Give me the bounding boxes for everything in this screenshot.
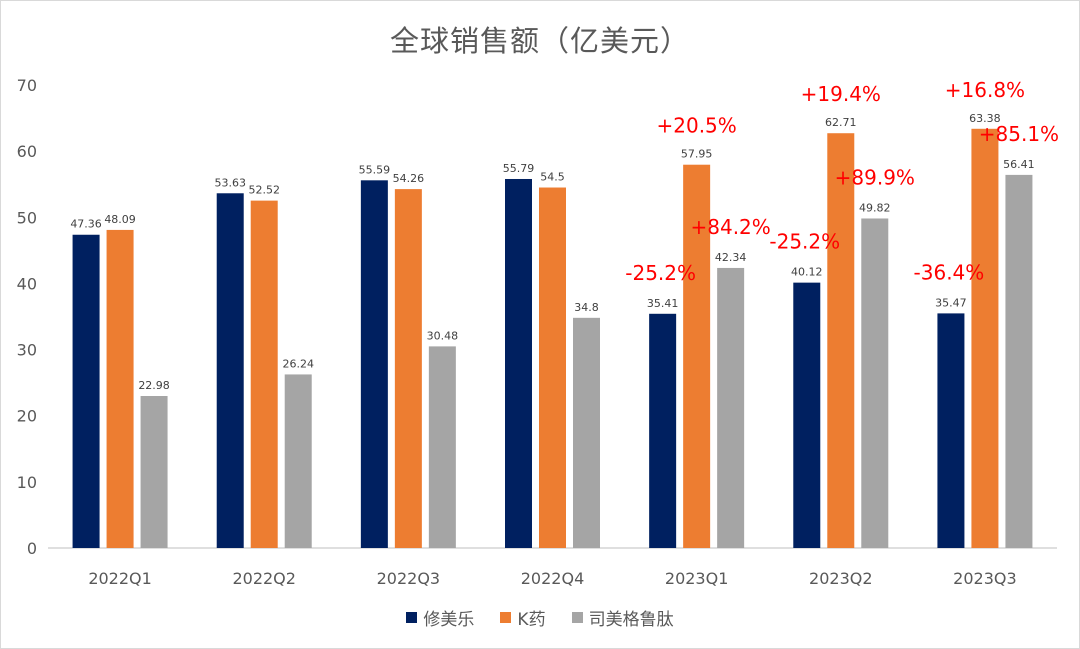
data-label: 35.41 (647, 297, 679, 310)
data-label: 49.82 (859, 201, 891, 214)
data-label: 55.59 (359, 163, 391, 176)
legend-label-series-1: 修美乐 (423, 610, 475, 630)
x-tick-label: 2022Q3 (377, 569, 441, 588)
bar-series-2 (827, 133, 855, 548)
x-tick-label: 2023Q3 (953, 569, 1017, 588)
bar-series-3 (428, 346, 456, 548)
legend-swatch-series-2 (500, 612, 512, 623)
bar-series-3 (861, 218, 889, 548)
growth-annotation: +84.2% (690, 215, 770, 239)
y-tick-label: 0 (27, 539, 37, 558)
chart-title: 全球销售额（亿美元） (389, 24, 690, 58)
y-tick-label: 60 (17, 142, 37, 161)
bar-series-2 (539, 187, 566, 548)
legend-item-series-2: K药 (500, 605, 546, 630)
bar-series-3 (284, 374, 312, 548)
growth-annotation: -25.2% (769, 230, 840, 254)
data-label: 56.41 (1003, 158, 1035, 171)
bar-series-3 (140, 396, 168, 548)
legend-label-series-3: 司美格鲁肽 (588, 610, 674, 630)
data-label: 63.38 (969, 112, 1001, 125)
data-label: 22.98 (138, 379, 170, 392)
y-tick-label: 40 (17, 274, 37, 293)
data-label: 35.47 (935, 296, 967, 309)
bar-series-2 (106, 229, 134, 548)
growth-annotation: +85.1% (979, 122, 1059, 146)
y-tick-label: 20 (17, 407, 37, 426)
bar-series-3 (1005, 174, 1033, 549)
bar-series-1 (216, 193, 244, 548)
growth-annotation: +20.5% (656, 114, 736, 138)
data-label: 34.8 (574, 301, 599, 314)
data-label: 48.09 (104, 213, 136, 226)
legend: 修美乐 K药 司美格鲁肽 (0, 605, 1080, 630)
y-tick-label: 70 (17, 76, 37, 95)
data-label: 26.24 (282, 357, 314, 370)
bar-series-3 (573, 317, 600, 548)
data-label: 40.12 (791, 266, 823, 279)
bar-series-1 (937, 313, 965, 548)
bar-series-2 (250, 200, 278, 548)
legend-swatch-series-1 (406, 612, 418, 623)
data-label: 52.52 (248, 184, 280, 197)
bar-series-1 (360, 180, 388, 548)
legend-item-series-3: 司美格鲁肽 (571, 605, 674, 630)
legend-swatch-series-3 (571, 612, 583, 623)
legend-label-series-2: K药 (517, 610, 546, 630)
x-tick-label: 2023Q2 (809, 569, 873, 588)
y-tick-label: 50 (17, 208, 37, 227)
x-tick-label: 2023Q1 (665, 569, 729, 588)
growth-annotation: +19.4% (801, 82, 881, 106)
growth-annotation: +16.8% (945, 78, 1025, 102)
bar-series-2 (394, 189, 422, 548)
data-label: 53.63 (214, 176, 246, 189)
bar-series-3 (717, 267, 745, 548)
y-tick-label: 30 (17, 341, 37, 360)
bar-series-1 (505, 178, 532, 548)
x-tick-label: 2022Q1 (88, 569, 152, 588)
y-tick-label: 10 (17, 473, 37, 492)
data-label: 62.71 (825, 116, 857, 129)
data-label: 57.95 (681, 148, 713, 161)
data-label: 54.5 (540, 171, 565, 184)
bar-series-1 (793, 282, 821, 548)
data-label: 54.26 (393, 172, 425, 185)
growth-annotation: -36.4% (914, 260, 985, 284)
bar-series-1 (72, 234, 100, 548)
data-label: 30.48 (427, 329, 459, 342)
x-tick-label: 2022Q4 (521, 569, 585, 588)
growth-annotation: -25.2% (625, 261, 696, 285)
data-label: 55.79 (503, 162, 535, 175)
growth-annotation: +89.9% (835, 165, 915, 189)
x-tick-label: 2022Q2 (232, 569, 296, 588)
bar-series-2 (683, 164, 711, 548)
bar-series-2 (971, 128, 999, 549)
data-label: 42.34 (715, 251, 747, 264)
legend-item-series-1: 修美乐 (406, 605, 474, 630)
bar-series-1 (649, 313, 677, 548)
data-label: 47.36 (70, 218, 102, 231)
